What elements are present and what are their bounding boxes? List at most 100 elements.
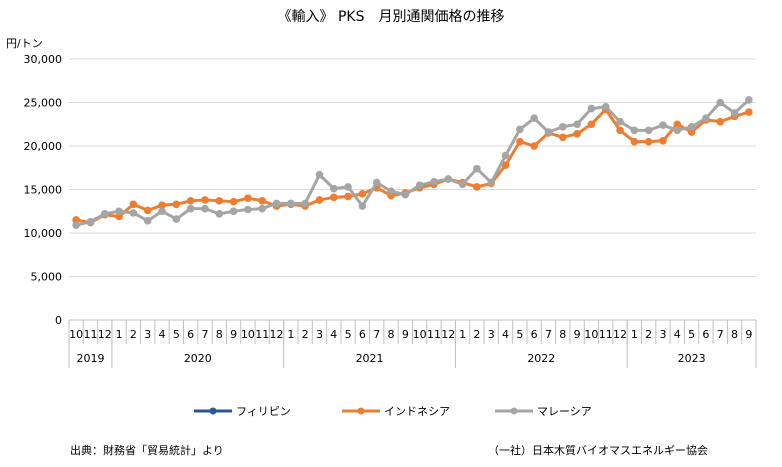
series-point-1: [358, 190, 367, 198]
month-label: 5: [345, 328, 352, 341]
series-point-2: [616, 117, 624, 126]
series-point-2: [630, 126, 639, 135]
series-point-1: [129, 200, 138, 209]
series-point-2: [372, 178, 381, 187]
legend-swatch-indonesia: [342, 407, 380, 415]
series-point-2: [401, 190, 410, 199]
series-point-1: [344, 192, 352, 201]
month-label: 10: [584, 328, 598, 341]
month-label: 9: [745, 328, 752, 341]
series-point-1: [229, 197, 238, 206]
series-point-2: [473, 164, 481, 173]
month-label: 11: [599, 328, 613, 341]
month-label: 8: [559, 328, 566, 341]
month-label: 12: [270, 328, 284, 341]
series-point-1: [516, 137, 524, 146]
month-label: 11: [427, 328, 441, 341]
month-label: 6: [359, 328, 366, 341]
legend-item-malaysia: マレーシア: [493, 403, 592, 419]
month-label: 5: [688, 328, 695, 341]
month-label: 12: [613, 328, 627, 341]
source-note: 出典：財務省「貿易統計」より: [70, 444, 224, 457]
series-point-2: [544, 128, 553, 136]
series-point-2: [201, 204, 209, 213]
month-label: 5: [516, 328, 523, 341]
series-point-1: [258, 197, 267, 205]
month-label: 7: [545, 328, 552, 341]
month-label: 1: [116, 328, 123, 341]
month-label: 3: [144, 328, 151, 341]
series-point-2: [587, 104, 596, 113]
series-point-1: [186, 197, 195, 205]
month-label: 12: [441, 328, 455, 341]
month-label: 4: [674, 328, 681, 341]
y-tick-label: 25,000: [24, 97, 63, 110]
series-point-2: [444, 175, 453, 183]
series-point-1: [201, 196, 209, 204]
series-point-2: [344, 183, 352, 191]
series-point-2: [487, 178, 496, 187]
series-point-2: [143, 217, 152, 225]
legend-label-malaysia: マレーシア: [537, 405, 592, 418]
series-point-2: [601, 103, 610, 111]
series-point-2: [229, 207, 238, 216]
y-tick-label: 0: [55, 314, 62, 327]
month-label: 1: [631, 328, 638, 341]
month-label: 11: [255, 328, 269, 341]
y-tick-label: 5,000: [31, 271, 63, 284]
series-point-2: [272, 199, 281, 208]
series-point-1: [587, 120, 596, 129]
month-label: 6: [187, 328, 194, 341]
series-point-2: [458, 180, 467, 189]
series-point-1: [558, 133, 567, 142]
month-label: 9: [230, 328, 237, 341]
month-label: 11: [83, 328, 97, 341]
legend-label-philippines: フィリピン: [236, 405, 291, 418]
month-label: 1: [287, 328, 294, 341]
month-label: 3: [488, 328, 495, 341]
series-point-2: [430, 177, 438, 186]
series-point-2: [716, 98, 725, 107]
series-point-1: [659, 136, 667, 145]
series-point-2: [172, 215, 181, 223]
series-point-2: [329, 184, 338, 193]
legend-item-philippines: フィリピン: [192, 403, 291, 419]
y-tick-label: 10,000: [24, 227, 63, 240]
series-point-2: [415, 181, 424, 189]
series-point-1: [687, 128, 696, 136]
series-point-1: [244, 194, 252, 202]
series-point-2: [100, 210, 109, 218]
series-point-2: [673, 126, 682, 135]
series-point-1: [644, 137, 653, 146]
series-point-2: [115, 207, 123, 216]
year-label: 2019: [76, 352, 104, 365]
series-point-1: [72, 216, 80, 224]
series-point-1: [329, 193, 338, 202]
series-point-2: [258, 204, 267, 213]
month-label: 8: [388, 328, 395, 341]
month-label: 6: [531, 328, 538, 341]
year-label: 2023: [678, 352, 706, 365]
series-point-1: [673, 120, 682, 129]
month-label: 8: [216, 328, 223, 341]
month-label: 7: [373, 328, 380, 341]
series-point-2: [573, 120, 581, 129]
month-label: 2: [302, 328, 309, 341]
series-point-2: [730, 109, 739, 117]
month-label: 8: [731, 328, 738, 341]
month-label: 7: [201, 328, 208, 341]
series-point-1: [716, 117, 725, 126]
month-label: 9: [574, 328, 581, 341]
series-point-1: [315, 196, 324, 204]
month-label: 3: [316, 328, 323, 341]
y-tick-label: 20,000: [24, 140, 63, 153]
month-label: 4: [502, 328, 509, 341]
series-point-1: [530, 142, 538, 150]
series-point-2: [644, 126, 653, 135]
series-point-2: [745, 96, 753, 104]
month-label: 9: [402, 328, 409, 341]
y-tick-label: 30,000: [24, 53, 63, 66]
month-label: 2: [473, 328, 480, 341]
year-label: 2022: [527, 352, 555, 365]
